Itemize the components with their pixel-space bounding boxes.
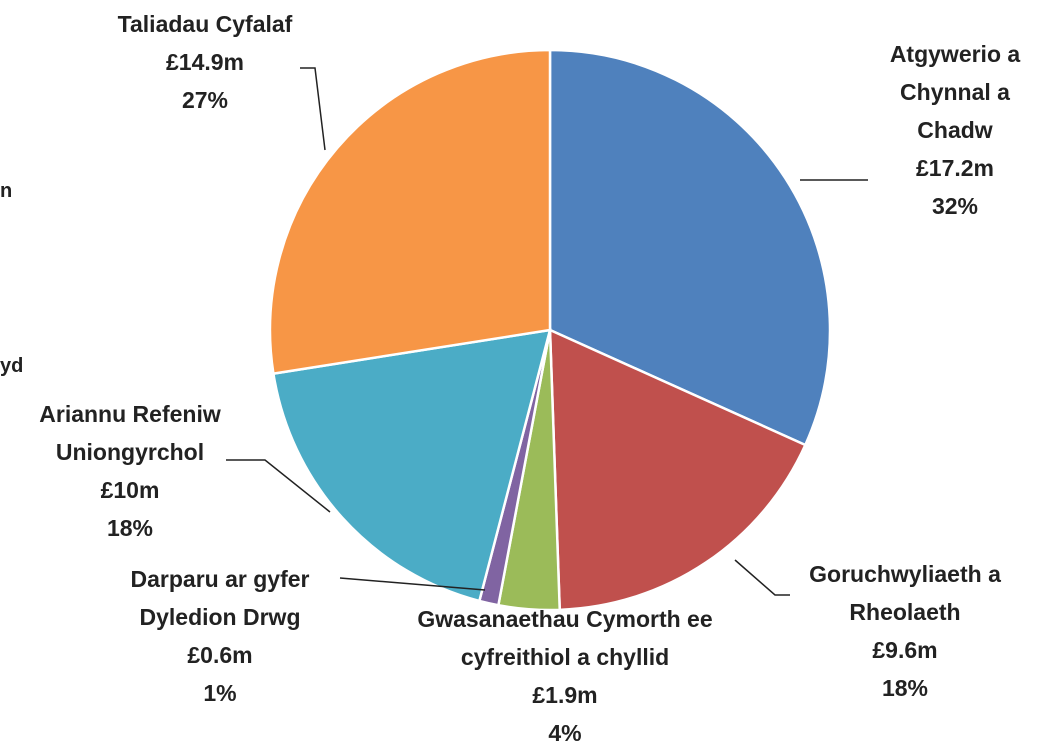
value-label: £1.9m	[532, 682, 598, 708]
slice-name: Gwasanaethau Cymorth ee cyfreithiol a ch…	[417, 606, 713, 670]
leader-line	[339, 577, 486, 591]
leader-line	[226, 459, 331, 513]
slice-name: Goruchwyliaeth a Rheolaeth	[809, 561, 1001, 625]
slice-label: Taliadau Cyfalaf £14.9m 27%	[75, 5, 335, 119]
slice-name: Ariannu Refeniw Uniongyrchol	[39, 401, 221, 465]
percent-label: 32%	[931, 193, 979, 219]
pie-slice	[548, 48, 832, 447]
slice-label: Ariannu Refeniw Uniongyrchol £10m 18%	[15, 395, 245, 547]
cropped-text: n	[0, 180, 13, 202]
leader-line	[300, 67, 326, 151]
percent-label: 18%	[881, 675, 929, 701]
pie-slice	[268, 48, 552, 376]
value-label: £14.9m	[165, 49, 244, 75]
slice-label: Gwasanaethau Cymorth ee cyfreithiol a ch…	[395, 600, 735, 752]
value-label: £10m	[100, 477, 160, 503]
cropped-text: yd	[0, 355, 24, 377]
slice-name: Atgywerio a Chynnal a Chadw	[889, 41, 1021, 143]
pie	[268, 48, 832, 612]
percent-label: 27%	[181, 87, 229, 113]
value-label: £17.2m	[915, 155, 994, 181]
pie-slice	[548, 328, 807, 612]
percent-label: 18%	[106, 515, 154, 541]
percent-label: 1%	[203, 680, 237, 706]
leader-line	[734, 559, 790, 596]
slice-label: Atgywerio a Chynnal a Chadw £17.2m 32%	[873, 35, 1038, 225]
slice-label: Goruchwyliaeth a Rheolaeth £9.6m 18%	[790, 555, 1020, 707]
slice-name: Taliadau Cyfalaf	[117, 11, 293, 37]
percent-label: 4%	[548, 720, 582, 746]
leader-lines	[226, 67, 868, 596]
slice-name: Darparu ar gyfer Dyledion Drwg	[130, 566, 310, 630]
pie-slice	[271, 328, 552, 603]
value-label: £0.6m	[187, 642, 253, 668]
value-label: £9.6m	[872, 637, 938, 663]
slice-label: Darparu ar gyfer Dyledion Drwg £0.6m 1%	[100, 560, 340, 712]
